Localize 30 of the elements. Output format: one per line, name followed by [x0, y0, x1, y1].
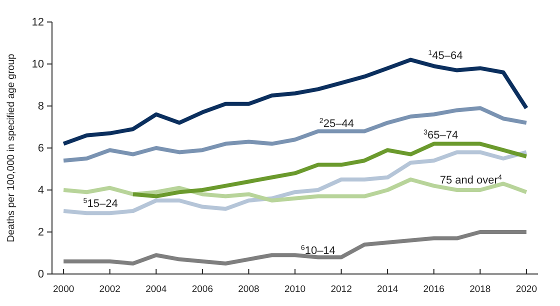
line-series	[62, 106, 528, 163]
series-label: $^{3}$65–74	[424, 128, 458, 142]
x-tick-label: 2012	[330, 284, 352, 296]
series-label: $^{6}$10–14	[300, 244, 336, 258]
series-label: $^{5}$15–24	[83, 196, 118, 210]
y-tick-label: 10	[32, 58, 44, 71]
y-tick-label: 8	[38, 100, 44, 113]
x-tick-label: 2014	[377, 284, 398, 296]
x-tick-label: 2010	[284, 284, 306, 296]
series-label: $^{1}$45–64	[428, 48, 463, 62]
y-axis-title: Deaths per 100,000 in specified age group	[6, 53, 17, 242]
x-tick-label: 2004	[146, 284, 167, 296]
line-series	[62, 230, 528, 266]
series-label: $^{2}$25–44	[319, 117, 354, 130]
y-tick-label: 0	[38, 268, 44, 281]
line-series	[62, 58, 528, 146]
x-tick-label: 2020	[516, 284, 537, 296]
line-series	[131, 142, 528, 198]
series-label: 75 and over$^{4}$	[440, 174, 502, 187]
x-tick-label: 2002	[99, 284, 120, 296]
y-tick-label: 4	[38, 184, 44, 197]
x-tick-label: 2018	[470, 284, 491, 296]
line-series	[62, 150, 528, 216]
x-tick-label: 2006	[192, 284, 213, 296]
x-tick-label: 2016	[423, 284, 444, 296]
y-tick-label: 2	[38, 226, 44, 239]
y-tick-label: 12	[32, 16, 44, 29]
y-tick-label: 6	[38, 142, 44, 155]
x-tick-label: 2008	[238, 284, 260, 296]
x-tick-label: 2000	[53, 284, 74, 296]
